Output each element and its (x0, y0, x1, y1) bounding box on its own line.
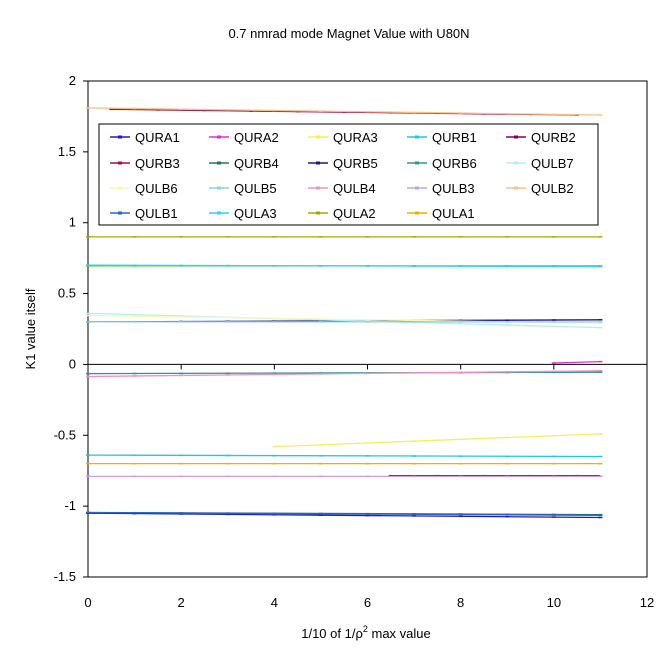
x-axis-ticks: 0 2 4 6 8 10 12 (84, 364, 654, 610)
series-line-qurb6 (87, 371, 601, 375)
legend-item-qulb1: QULB1 (110, 206, 178, 221)
chart-title: 0.7 nmrad mode Magnet Value with U80N (228, 26, 469, 41)
legend-label: QULB3 (432, 181, 475, 196)
legend-label: QURB6 (432, 156, 477, 171)
legend-label: QULB5 (234, 181, 277, 196)
legend-item-qulb4: QULB4 (308, 181, 376, 196)
series-lines (86, 107, 603, 519)
series-line-qulb1 (87, 511, 601, 517)
legend-label: QURB2 (531, 130, 576, 145)
legend-item-qurb3: QURB3 (110, 156, 180, 171)
legend-label: QURB5 (333, 156, 378, 171)
legend-item-qurb2: QURB2 (506, 130, 576, 145)
series-line-qulb2 (87, 107, 601, 116)
legend-label: QURB3 (135, 156, 180, 171)
y-tick-label: -1 (64, 498, 76, 513)
legend-item-qurb4: QURB4 (209, 156, 279, 171)
x-axis-label-suffix: max value (368, 626, 431, 641)
legend-item-qurb1: QURB1 (407, 130, 477, 145)
x-tick-label: 6 (364, 595, 371, 610)
legend-label: QULA3 (234, 206, 277, 221)
legend-item-qula1: QULA1 (407, 206, 475, 221)
y-tick-label: 0 (69, 356, 76, 371)
y-tick-label: 0.5 (58, 286, 76, 301)
legend: QURA1 QURA2 QURA3 QURB1 QURB2 QURB3 QURB4 QURB5… (98, 123, 599, 226)
legend-item-qulb7: QULB7 (506, 156, 574, 171)
legend-label: QURA1 (135, 130, 180, 145)
legend-item-qura2: QURA2 (209, 130, 279, 145)
x-axis-label-rho: ρ (355, 626, 362, 641)
legend-label: QURB4 (234, 156, 279, 171)
y-tick-label: 1 (69, 215, 76, 230)
x-axis-label-sup: 2 (363, 624, 368, 634)
x-tick-label: 4 (271, 595, 278, 610)
legend-label: QULB7 (531, 156, 574, 171)
legend-item-qula3: QULA3 (209, 206, 277, 221)
x-tick-label: 2 (178, 595, 185, 610)
y-tick-label: -0.5 (54, 427, 76, 442)
y-axis-label: K1 value itself (23, 288, 38, 369)
legend-label: QULB2 (531, 181, 574, 196)
legend-item-qulb5: QULB5 (209, 181, 277, 196)
legend-item-qura1: QURA1 (110, 130, 180, 145)
legend-label: QULA1 (432, 206, 475, 221)
x-tick-label: 8 (457, 595, 464, 610)
x-tick-label: 0 (84, 595, 91, 610)
series-line-qulb7 (87, 312, 601, 329)
legend-label: QULB4 (333, 181, 376, 196)
series-line-qula3 (87, 264, 601, 268)
legend-label: QURB1 (432, 130, 477, 145)
series-line-qulb4 (87, 370, 601, 378)
series-line-qurb1 (87, 454, 601, 458)
legend-item-qura3: QURA3 (308, 130, 378, 145)
legend-item-qurb6: QURB6 (407, 156, 477, 171)
y-tick-label: 2 (69, 73, 76, 88)
legend-label: QULB1 (135, 206, 178, 221)
series-line-qura3 (274, 433, 601, 448)
series-line-qura1 (87, 512, 601, 519)
legend-item-qulb6: QULB6 (110, 181, 178, 196)
legend-item-qulb3: QULB3 (407, 181, 475, 196)
legend-item-qula2: QULA2 (308, 206, 376, 221)
legend-label: QULA2 (333, 206, 376, 221)
legend-item-qulb2: QULB2 (506, 181, 574, 196)
legend-label: QURA2 (234, 130, 279, 145)
legend-label: QULB6 (135, 181, 178, 196)
series-line-qura2 (553, 360, 601, 364)
x-tick-label: 10 (547, 595, 561, 610)
legend-label: QURA3 (333, 130, 378, 145)
legend-box (98, 123, 599, 226)
legend-item-qurb5: QURB5 (308, 156, 378, 171)
y-tick-label: 1.5 (58, 144, 76, 159)
x-axis-label-prefix: 1/10 of 1/ (301, 626, 356, 641)
x-axis-label: 1/10 of 1/ρ2 max value (301, 624, 431, 641)
y-axis-ticks: 2 1.5 1 0.5 0 -0.5 -1 -1.5 (54, 73, 88, 584)
x-tick-label: 12 (640, 595, 654, 610)
y-tick-label: -1.5 (54, 569, 76, 584)
